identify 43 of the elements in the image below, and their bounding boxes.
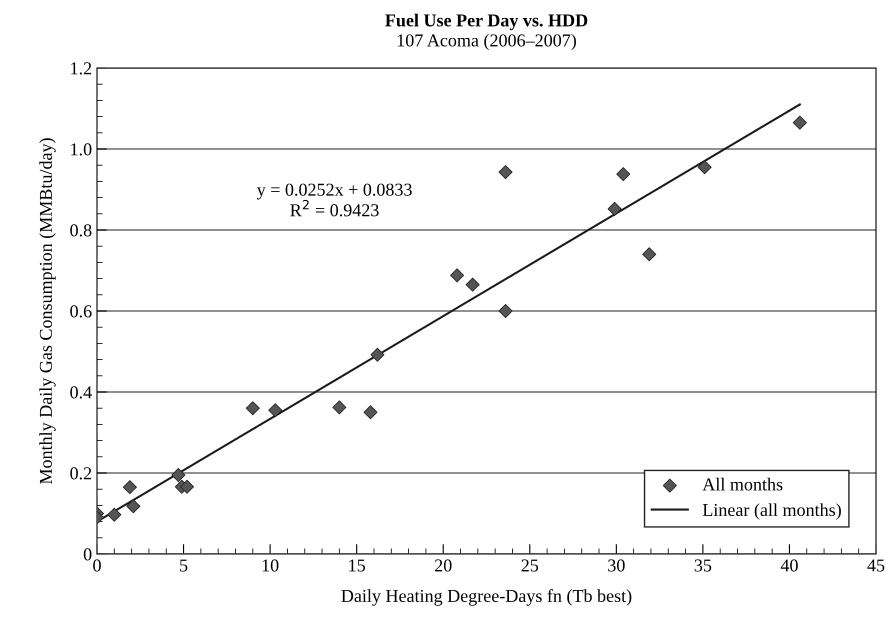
x-tick-label: 35 <box>694 559 712 572</box>
x-tick-label: 0 <box>93 559 101 572</box>
x-tick-label: 40 <box>780 559 798 572</box>
x-tick-label: 45 <box>867 560 884 572</box>
point <box>126 499 140 514</box>
y-tick-label: 0.4 <box>70 386 92 399</box>
chart-title: Fuel Use Per Day vs. HDD <box>385 14 588 30</box>
point <box>122 480 137 494</box>
point <box>180 480 194 494</box>
legend-label: Linear (all months) <box>702 503 841 520</box>
point <box>642 247 656 262</box>
x-tick-label: 10 <box>262 559 278 572</box>
x-tick-label: 20 <box>434 559 452 572</box>
point <box>364 405 378 420</box>
y-axis-title: Monthly Daily Gas Consumption (MMBtu/day) <box>39 138 56 484</box>
y-tick-label: 1.0 <box>71 143 92 156</box>
point <box>450 268 464 282</box>
annotation: y = 0.0252x + 0.0833 R$^{2}$ = 0.9423 <box>256 184 412 216</box>
point <box>466 278 480 292</box>
point <box>107 508 122 522</box>
chart-subtitle: 107 Acoma (2006–2007) <box>398 34 576 50</box>
y-tick-label: 1.2 <box>71 62 92 75</box>
x-axis-title: Daily Heating Degree-Days fn (Tb best) <box>341 589 632 606</box>
point <box>268 403 282 418</box>
y-tick-label: 0 <box>84 548 92 560</box>
point <box>616 167 630 182</box>
point <box>498 304 513 318</box>
x-tick-label: 30 <box>608 559 625 572</box>
y-tick-label: 0.8 <box>70 224 92 237</box>
point <box>698 160 712 174</box>
point <box>370 348 384 362</box>
y-tick-label: 0.2 <box>70 467 92 480</box>
point <box>332 400 346 414</box>
point <box>171 468 186 482</box>
x-tick-label: 5 <box>180 560 188 572</box>
x-tick-label: 25 <box>522 559 538 572</box>
point <box>608 202 622 216</box>
point <box>792 116 807 130</box>
point <box>498 165 513 180</box>
y-tick-label: 0.6 <box>70 305 92 318</box>
legend-label: All months <box>702 478 782 491</box>
x-tick-label: 15 <box>349 559 365 572</box>
point <box>246 401 260 416</box>
